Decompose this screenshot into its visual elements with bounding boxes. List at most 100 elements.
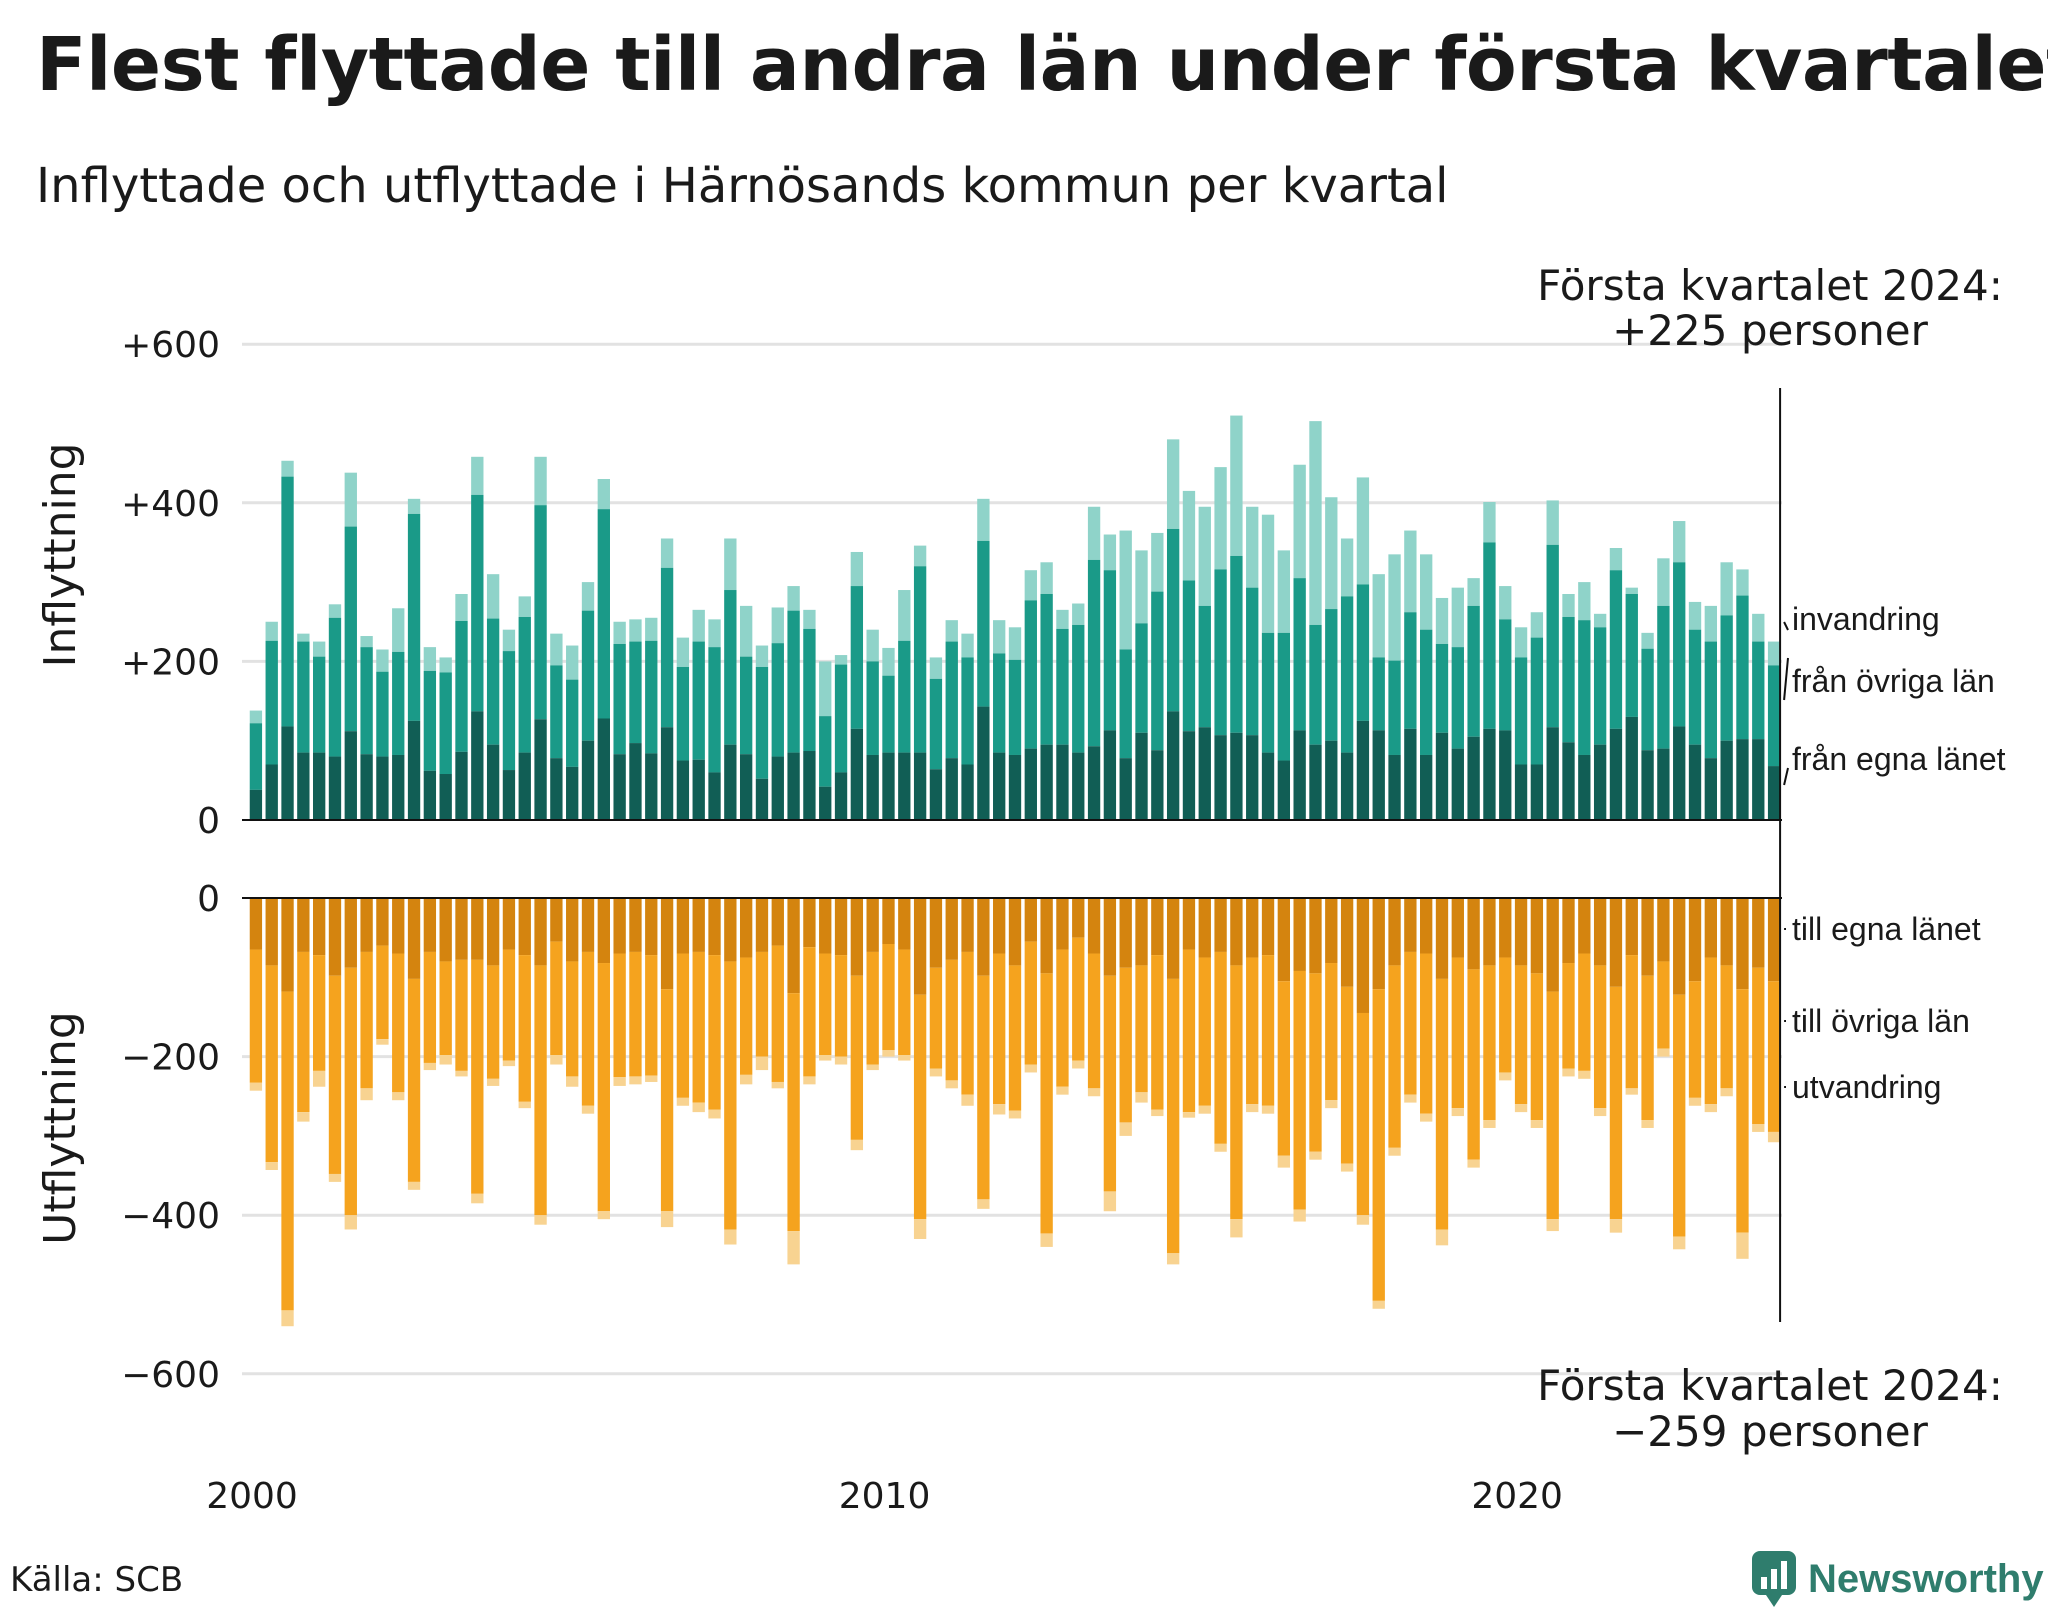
bar-invandring <box>1230 415 1243 556</box>
y-tick-label: −600 <box>121 1355 220 1396</box>
bar-invandring <box>1514 627 1528 658</box>
chart-title: Flest flyttade till andra län under förs… <box>36 22 2048 108</box>
bar-fran-egna-lanet <box>1198 727 1211 820</box>
bar-till-egna-lanet <box>518 898 531 956</box>
bar-fran-ovriga-lan <box>834 664 848 773</box>
bar-invandring <box>1467 578 1480 606</box>
bar-invandring <box>724 538 737 591</box>
bar-till-egna-lanet <box>1530 898 1544 974</box>
bar-fran-egna-lanet <box>1356 720 1370 820</box>
bar-till-egna-lanet <box>1230 898 1243 966</box>
bar-utvandring <box>1578 1070 1591 1079</box>
bar-utvandring <box>898 1055 911 1061</box>
bar-fran-ovriga-lan <box>328 617 342 757</box>
bar-invandring <box>1435 597 1449 644</box>
bar-invandring <box>1182 490 1196 581</box>
bar-fran-ovriga-lan <box>486 618 500 745</box>
bar-utvandring <box>566 1076 579 1087</box>
bar-utvandring <box>1230 1219 1243 1238</box>
bar-fran-ovriga-lan <box>1072 624 1085 753</box>
bar-till-ovriga-lan <box>1546 991 1559 1220</box>
bar-fran-ovriga-lan <box>866 661 879 755</box>
bar-till-ovriga-lan <box>1499 957 1512 1073</box>
bar-till-ovriga-lan <box>534 965 547 1216</box>
bar-fran-ovriga-lan <box>660 567 674 728</box>
bar-till-egna-lanet <box>1008 898 1022 966</box>
bar-fran-ovriga-lan <box>1562 616 1575 743</box>
bar-invandring <box>692 609 705 642</box>
annotation-out-line2: −259 personer <box>1612 1407 1929 1456</box>
bar-till-ovriga-lan <box>1166 978 1180 1254</box>
bar-till-egna-lanet <box>1056 898 1069 950</box>
bar-fran-ovriga-lan <box>249 723 263 790</box>
bar-till-ovriga-lan <box>1198 957 1211 1106</box>
bar-invandring <box>945 620 958 642</box>
bar-invandring <box>265 621 278 641</box>
bar-till-egna-lanet <box>913 898 927 995</box>
bar-fran-egna-lanet <box>1024 748 1037 820</box>
bar-till-egna-lanet <box>1499 898 1512 958</box>
bar-utvandring <box>1261 1105 1275 1114</box>
bar-till-ovriga-lan <box>423 951 437 1063</box>
x-tick-label: 2000 <box>206 1476 298 1517</box>
bar-till-ovriga-lan <box>613 953 626 1078</box>
bar-fran-ovriga-lan <box>755 666 769 779</box>
bar-fran-ovriga-lan <box>1135 623 1148 733</box>
bar-fran-ovriga-lan <box>1736 595 1749 740</box>
y-tick-label: +400 <box>121 484 220 525</box>
bar-till-ovriga-lan <box>1230 965 1243 1220</box>
bar-invandring <box>1166 439 1180 529</box>
bar-utvandring <box>1166 1253 1180 1265</box>
bar-invandring <box>1087 506 1101 560</box>
bar-till-egna-lanet <box>1704 898 1718 958</box>
bar-till-ovriga-lan <box>328 975 342 1174</box>
bar-utvandring <box>929 1068 943 1077</box>
bar-till-ovriga-lan <box>502 949 516 1061</box>
bar-fran-egna-lanet <box>502 770 516 820</box>
bar-utvandring <box>1530 1120 1544 1128</box>
bar-invandring <box>471 456 484 495</box>
bar-till-egna-lanet <box>819 898 832 954</box>
bar-fran-ovriga-lan <box>708 647 721 773</box>
bar-fran-ovriga-lan <box>1340 596 1354 753</box>
bar-till-egna-lanet <box>1451 898 1464 958</box>
bar-fran-egna-lanet <box>739 754 753 820</box>
bar-utvandring <box>708 1109 721 1119</box>
bar-fran-ovriga-lan <box>281 476 294 727</box>
chart-labels: +600 +400 +200 0 0 −200 −400 −600 2000 2010 2020 In… <box>35 261 2006 1517</box>
bar-invandring <box>1451 587 1464 648</box>
bar-fran-ovriga-lan <box>518 616 531 753</box>
bar-invandring <box>502 629 516 652</box>
bar-fran-egna-lanet <box>1388 754 1401 820</box>
bar-invandring <box>1530 612 1544 638</box>
bar-fran-egna-lanet <box>392 754 405 820</box>
bar-fran-egna-lanet <box>1325 740 1338 820</box>
bar-fran-egna-lanet <box>787 752 800 820</box>
bar-fran-egna-lanet <box>1056 744 1069 820</box>
bar-till-ovriga-lan <box>1214 951 1227 1144</box>
bar-till-egna-lanet <box>297 898 310 952</box>
bar-till-egna-lanet <box>1135 898 1148 966</box>
bar-till-egna-lanet <box>1372 898 1385 990</box>
bar-invandring <box>771 607 784 644</box>
bar-invandring <box>297 633 310 642</box>
bar-till-egna-lanet <box>787 898 800 994</box>
bar-utvandring <box>1198 1105 1211 1114</box>
bar-fran-ovriga-lan <box>1641 648 1654 751</box>
bar-utvandring <box>423 1062 437 1071</box>
bar-till-ovriga-lan <box>344 967 357 1216</box>
bar-till-ovriga-lan <box>1103 975 1117 1192</box>
bar-till-egna-lanet <box>1720 898 1733 966</box>
bar-fran-ovriga-lan <box>1056 628 1069 745</box>
bar-till-ovriga-lan <box>1720 965 1733 1089</box>
bar-fran-egna-lanet <box>692 759 705 820</box>
bar-fran-egna-lanet <box>1246 735 1259 820</box>
bar-utvandring <box>1562 1068 1575 1077</box>
bar-invandring <box>1625 587 1638 594</box>
bar-utvandring <box>249 1082 263 1091</box>
bar-fran-egna-lanet <box>1704 758 1718 820</box>
bar-utvandring <box>1514 1104 1528 1113</box>
bar-fran-ovriga-lan <box>1593 627 1607 745</box>
bar-utvandring <box>1040 1233 1053 1247</box>
